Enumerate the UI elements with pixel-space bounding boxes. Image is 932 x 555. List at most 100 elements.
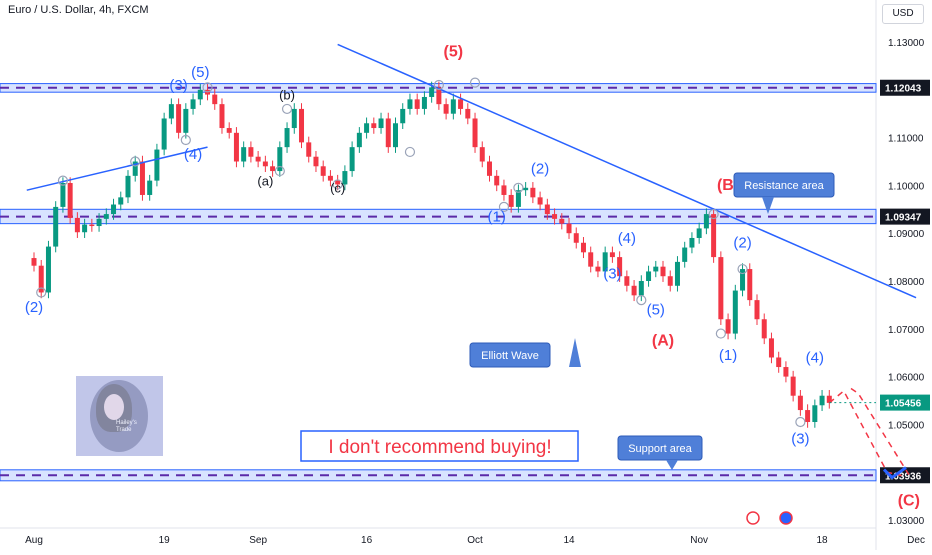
pivot-circle — [795, 416, 806, 428]
pivot-circle — [180, 134, 191, 146]
candle-body — [38, 265, 44, 293]
candle-body — [486, 161, 492, 176]
candle-body — [190, 99, 196, 109]
candle-body — [67, 183, 73, 218]
candle-body — [588, 252, 594, 267]
price-tick-label: 1.10000 — [888, 181, 925, 192]
candle-body — [212, 94, 218, 105]
candle-body — [96, 218, 102, 227]
support-price-tag-label: 1.03936 — [885, 471, 922, 482]
candle-body — [580, 242, 586, 253]
candle-body — [400, 108, 406, 124]
candle-body — [559, 218, 565, 224]
time-tick-label: Oct — [467, 535, 483, 546]
candle-body — [436, 87, 442, 105]
candle-body — [45, 246, 51, 293]
candle-body — [458, 99, 464, 109]
candle-body — [783, 367, 789, 377]
support-area-callout-box — [617, 435, 703, 461]
candle-body — [689, 237, 695, 248]
event-icon — [746, 511, 760, 525]
warning-box-label: I don't recommend buying! — [328, 437, 551, 458]
candle-body — [219, 104, 225, 129]
candle-body — [284, 128, 290, 148]
candle-body — [761, 319, 767, 339]
candle-body — [660, 266, 666, 277]
pivot-circle — [130, 156, 141, 167]
candle-body — [711, 214, 717, 258]
wave-label: (4) — [806, 349, 824, 366]
wave-label: (2) — [733, 235, 751, 252]
wave-label: (1) — [488, 208, 506, 225]
time-tick-label: 18 — [817, 535, 829, 546]
resistance-area-callout-pointer — [762, 197, 774, 214]
candle-body — [768, 338, 774, 358]
time-tick-label: Aug — [25, 535, 43, 546]
wave-label: (4) — [184, 146, 202, 163]
pivot-circle — [433, 79, 444, 91]
price-tick-label: 1.13000 — [888, 38, 925, 49]
candle-body — [638, 281, 644, 296]
time-tick-label: 19 — [159, 535, 171, 546]
price-tick-label: 1.07000 — [888, 325, 925, 336]
support-area-callout-pointer — [666, 460, 678, 470]
candle-body — [508, 194, 514, 207]
currency-selector[interactable]: USD — [882, 4, 924, 24]
elliott-wave-callout-box — [469, 342, 551, 368]
pivot-circle — [274, 165, 285, 177]
candle-body — [573, 233, 579, 243]
pivot-circle — [636, 295, 647, 306]
candle-body — [696, 228, 702, 238]
time-tick-label: Sep — [249, 535, 267, 546]
candle-body — [443, 104, 449, 114]
candle-body — [255, 156, 261, 162]
candle-body — [53, 206, 59, 247]
candle-body — [595, 266, 601, 272]
candle-body — [631, 285, 637, 296]
price-tick-label: 1.05000 — [888, 420, 925, 431]
candle-body — [82, 224, 88, 233]
projection-channel — [850, 387, 910, 475]
wave-label: (A) — [652, 333, 674, 350]
candle-body — [349, 147, 355, 172]
candle-body — [602, 252, 608, 272]
candle-body — [732, 290, 738, 334]
candle-body — [790, 376, 796, 396]
resistance-mid-price-tag-label: 1.09347 — [885, 213, 922, 224]
candle-body — [299, 108, 305, 143]
candle-body — [154, 149, 160, 181]
pivot-circle — [469, 77, 481, 88]
wave-label: (a) — [257, 173, 273, 188]
logo-text: Hailey's Trade — [116, 420, 137, 433]
candle-body — [667, 276, 673, 286]
current-price-tag-label: 1.05456 — [885, 399, 922, 410]
candle-body — [371, 123, 377, 129]
candle-body — [544, 204, 550, 215]
price-tick-label: 1.11000 — [888, 134, 924, 145]
candle-body — [248, 147, 254, 157]
candle-body — [725, 319, 731, 334]
current-price-tag — [880, 394, 930, 411]
candle-body — [465, 108, 471, 119]
candle-body — [335, 180, 341, 185]
time-tick-label: Nov — [690, 535, 708, 546]
candle-body — [566, 223, 572, 234]
pivot-circle — [708, 208, 719, 220]
chart-title: Euro / U.S. Dollar, 4h, FXCM — [8, 4, 149, 16]
pivot-circle — [498, 201, 510, 213]
candle-body — [183, 108, 189, 133]
wave-label: (b) — [279, 87, 295, 102]
candle-body — [197, 89, 203, 100]
wave-label: (3) — [169, 77, 187, 94]
candle-body — [494, 175, 500, 186]
candle-body — [718, 257, 724, 320]
candle-body — [132, 161, 138, 176]
candle-body — [168, 104, 174, 119]
elliott-wave-callout-label: Elliott Wave — [481, 350, 539, 362]
warning-box-frame — [300, 430, 579, 462]
price-tick-label: 1.08000 — [888, 277, 925, 288]
candle-body — [385, 118, 391, 148]
candle-body — [125, 175, 131, 198]
